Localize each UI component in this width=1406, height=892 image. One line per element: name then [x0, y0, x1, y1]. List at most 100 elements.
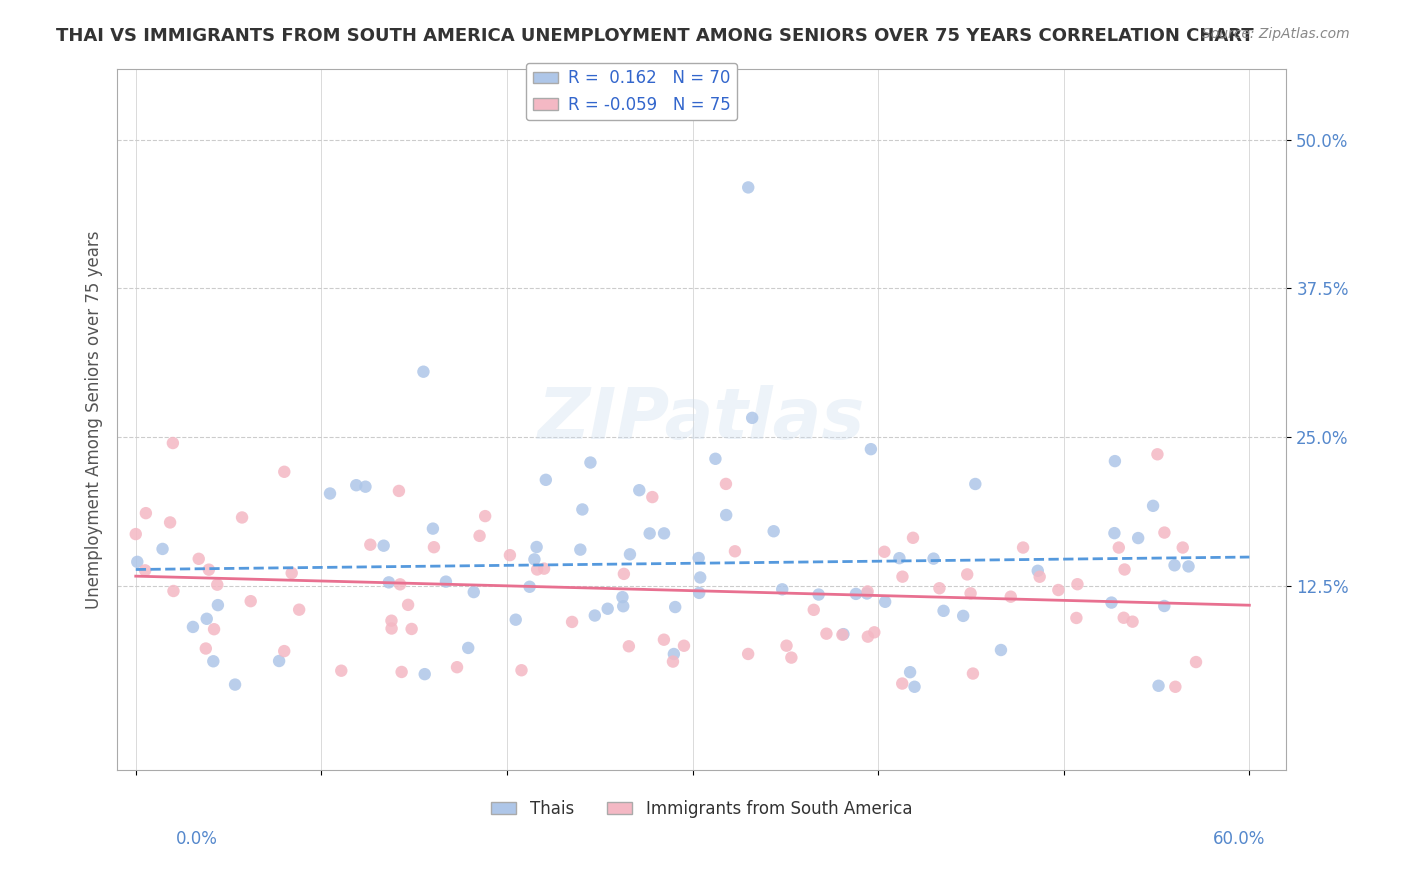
Point — [1066, 611, 1088, 625]
Point — [1028, 570, 1050, 584]
Point — [288, 603, 311, 617]
Point — [1108, 541, 1130, 555]
Text: 0.0%: 0.0% — [176, 830, 218, 847]
Point — [579, 456, 602, 470]
Point — [762, 524, 785, 539]
Point — [1147, 679, 1170, 693]
Point — [134, 563, 156, 577]
Point — [381, 622, 404, 636]
Point — [962, 666, 984, 681]
Point — [380, 614, 402, 628]
Point — [319, 486, 342, 500]
Point — [526, 540, 548, 554]
Point — [389, 577, 412, 591]
Point — [652, 632, 675, 647]
Point — [688, 586, 710, 600]
Point — [1146, 447, 1168, 461]
Point — [780, 650, 803, 665]
Point — [990, 643, 1012, 657]
Point — [638, 526, 661, 541]
Point — [832, 627, 855, 641]
Point — [434, 574, 457, 589]
Point — [1101, 596, 1123, 610]
Point — [596, 601, 619, 615]
Point — [510, 663, 533, 677]
Point — [1026, 564, 1049, 578]
Point — [422, 522, 444, 536]
Text: 60.0%: 60.0% — [1213, 830, 1265, 847]
Point — [534, 473, 557, 487]
Point — [152, 541, 174, 556]
Point — [891, 569, 914, 583]
Point — [127, 555, 149, 569]
Point — [280, 566, 302, 580]
Point — [1128, 531, 1150, 545]
Point — [1171, 541, 1194, 555]
Point — [1153, 599, 1175, 613]
Point — [202, 622, 225, 636]
Point — [181, 620, 204, 634]
Point — [959, 586, 981, 600]
Point — [571, 502, 593, 516]
Point — [373, 539, 395, 553]
Point — [198, 563, 221, 577]
Point — [613, 566, 636, 581]
Point — [207, 577, 229, 591]
Point — [831, 628, 853, 642]
Y-axis label: Unemployment Among Seniors over 75 years: Unemployment Among Seniors over 75 years — [86, 230, 103, 608]
Point — [1066, 577, 1088, 591]
Point — [1114, 562, 1136, 576]
Point — [413, 667, 436, 681]
Point — [714, 476, 737, 491]
Point — [898, 665, 921, 680]
Point — [1104, 526, 1126, 541]
Point — [737, 647, 759, 661]
Point — [499, 548, 522, 562]
Point — [231, 510, 253, 524]
Point — [1047, 582, 1070, 597]
Point — [873, 545, 896, 559]
Point — [704, 451, 727, 466]
Point — [1000, 590, 1022, 604]
Text: Source: ZipAtlas.com: Source: ZipAtlas.com — [1202, 27, 1350, 41]
Point — [807, 588, 830, 602]
Point — [803, 603, 825, 617]
Point — [741, 410, 763, 425]
Point — [505, 613, 527, 627]
Point — [845, 587, 868, 601]
Point — [859, 442, 882, 457]
Point — [446, 660, 468, 674]
Point — [815, 626, 838, 640]
Point — [612, 590, 634, 604]
Point — [273, 644, 295, 658]
Point — [273, 465, 295, 479]
Point — [330, 664, 353, 678]
Point — [688, 551, 710, 566]
Point — [856, 584, 879, 599]
Point — [159, 516, 181, 530]
Point — [952, 608, 974, 623]
Text: THAI VS IMMIGRANTS FROM SOUTH AMERICA UNEMPLOYMENT AMONG SENIORS OVER 75 YEARS C: THAI VS IMMIGRANTS FROM SOUTH AMERICA UN… — [56, 27, 1254, 45]
Point — [1164, 680, 1187, 694]
Point — [889, 551, 911, 566]
Point — [1153, 525, 1175, 540]
Point — [1185, 655, 1208, 669]
Point — [269, 654, 291, 668]
Point — [388, 483, 411, 498]
Point — [195, 612, 218, 626]
Point — [628, 483, 651, 498]
Point — [928, 581, 950, 595]
Point — [1104, 454, 1126, 468]
Point — [135, 506, 157, 520]
Point — [583, 608, 606, 623]
Point — [775, 639, 797, 653]
Point — [401, 622, 423, 636]
Point — [652, 526, 675, 541]
Point — [526, 562, 548, 576]
Point — [224, 677, 246, 691]
Point — [965, 477, 987, 491]
Point — [378, 575, 401, 590]
Point — [641, 490, 664, 504]
Point — [1112, 611, 1135, 625]
Point — [354, 480, 377, 494]
